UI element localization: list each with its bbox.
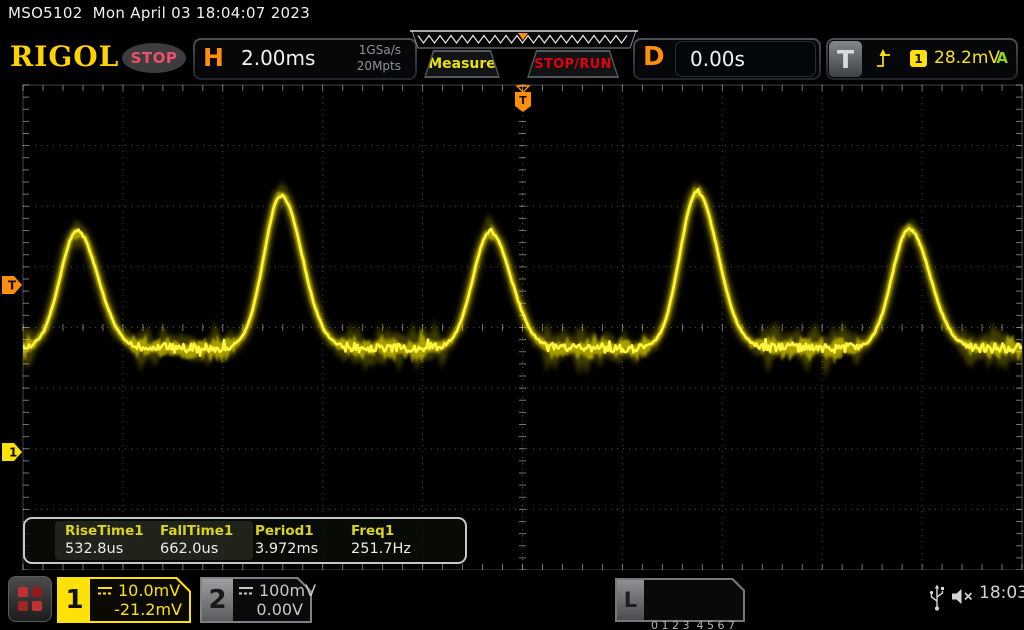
measurement-value: 662.0us bbox=[160, 541, 219, 557]
memory-waveform-preview[interactable] bbox=[408, 30, 640, 50]
logic-channel-numbers: 0 1 2 3 4 5 6 7 8 9 1011 12131415 bbox=[651, 582, 759, 630]
channel-1-trace bbox=[23, 180, 1022, 378]
channel-2-scale-value: 100mV bbox=[259, 581, 317, 600]
trigger-mode: A bbox=[996, 49, 1008, 67]
logic-label: L bbox=[617, 580, 644, 620]
measurement-value: 251.7Hz bbox=[351, 541, 412, 557]
rising-edge-icon bbox=[877, 49, 890, 67]
logic-row-1: 0 1 2 3 4 5 6 7 bbox=[651, 619, 735, 630]
measurement-period[interactable]: Period1 3.972ms bbox=[255, 523, 318, 557]
run-state-badge: STOP bbox=[122, 43, 186, 73]
trigger-level-value: 28.2mV bbox=[934, 48, 1001, 68]
horizontal-label: H bbox=[203, 43, 224, 72]
measurement-risetime[interactable]: RiseTime1 532.8us bbox=[65, 523, 144, 557]
horizontal-settings-block[interactable]: H 2.00ms 1GSa/s 20Mpts bbox=[193, 38, 417, 80]
dc-coupling-icon bbox=[98, 586, 112, 594]
svg-text:T: T bbox=[8, 279, 17, 293]
measure-button-label: Measure bbox=[428, 56, 496, 72]
delay-label: D bbox=[643, 42, 665, 72]
preview-zigzag bbox=[417, 34, 628, 45]
trigger-position-marker[interactable] bbox=[515, 92, 531, 112]
measurement-label: FallTime1 bbox=[160, 523, 234, 539]
stop-run-button-label: STOP/RUN bbox=[534, 56, 612, 72]
measurement-label: Period1 bbox=[255, 523, 314, 539]
delay-block[interactable]: D 0.00s bbox=[633, 38, 821, 80]
measurement-label: RiseTime1 bbox=[65, 523, 144, 539]
channel-1-number: 1 bbox=[59, 579, 90, 621]
trigger-position-arrow[interactable] bbox=[515, 85, 531, 93]
measurement-value: 3.972ms bbox=[255, 541, 319, 557]
dc-coupling-icon bbox=[239, 586, 253, 594]
timebase-value: 2.00ms bbox=[241, 46, 316, 70]
quick-menu-button[interactable] bbox=[8, 576, 52, 622]
logic-channels-badge[interactable]: L 0 1 2 3 4 5 6 7 8 9 1011 12131415 bbox=[615, 578, 745, 630]
bottom-bar: 1 10.0mV -21.2mV 2 100mV 0.00V bbox=[0, 570, 1024, 630]
svg-text:1: 1 bbox=[9, 446, 17, 460]
model-and-datetime: MSO5102 Mon April 03 18:04:07 2023 bbox=[8, 4, 311, 22]
measurement-label: Freq1 bbox=[351, 523, 395, 539]
delay-value: 0.00s bbox=[690, 47, 745, 71]
measurement-value: 532.8us bbox=[65, 541, 124, 557]
trigger-level-marker[interactable] bbox=[2, 276, 22, 294]
usb-icon bbox=[929, 584, 944, 611]
trigger-label: T bbox=[829, 41, 862, 77]
sample-rate: 1GSa/s bbox=[358, 43, 401, 57]
titlebar: MSO5102 Mon April 03 18:04:07 2023 bbox=[0, 0, 1024, 28]
speaker-muted-icon bbox=[952, 589, 973, 604]
channel-2-badge[interactable]: 2 100mV 0.00V bbox=[200, 577, 316, 623]
channel-1-ground-marker[interactable] bbox=[2, 443, 22, 461]
acquisition-info: 1GSa/s 20Mpts bbox=[357, 42, 401, 74]
red-grid-icon bbox=[18, 587, 42, 611]
channel-1-scale-value: 10.0mV bbox=[118, 581, 181, 600]
memory-depth: 20Mpts bbox=[356, 59, 401, 74]
channel-2-offset: 0.00V bbox=[256, 600, 303, 619]
measurement-highlight bbox=[55, 521, 253, 560]
measurement-falltime[interactable]: FallTime1 662.0us bbox=[160, 523, 233, 557]
trigger-source-badge: 1 bbox=[910, 50, 927, 67]
measure-button[interactable]: Measure bbox=[424, 50, 500, 78]
measurement-freq[interactable]: Freq1 251.7Hz bbox=[351, 523, 411, 557]
channel-2-scale: 100mV bbox=[238, 581, 316, 600]
markers: T T 1 bbox=[2, 85, 531, 461]
channel-1-offset: -21.2mV bbox=[114, 600, 182, 619]
header-bar: RIGOL STOP H 2.00ms 1GSa/s 20Mpts Measur… bbox=[0, 28, 1024, 84]
channel-1-scale: 10.0mV bbox=[97, 581, 180, 600]
clock: 18:03 bbox=[979, 583, 1024, 603]
channel-1-badge[interactable]: 1 10.0mV -21.2mV bbox=[57, 577, 191, 623]
horizontal-inner bbox=[195, 40, 415, 78]
rigol-logo: RIGOL bbox=[10, 40, 120, 73]
delay-value-pill: 0.00s bbox=[675, 41, 816, 77]
channel-2-number: 2 bbox=[202, 579, 233, 621]
svg-text:T: T bbox=[519, 94, 527, 107]
trigger-block[interactable]: T 1 28.2mV A bbox=[826, 38, 1018, 80]
waveform-display: T T 1 bbox=[2, 84, 1023, 570]
stop-run-button[interactable]: STOP/RUN bbox=[527, 50, 619, 78]
measurement-panel: RiseTime1 532.8us FallTime1 662.0us Peri… bbox=[23, 517, 467, 564]
preview-window-marker[interactable] bbox=[518, 33, 528, 40]
